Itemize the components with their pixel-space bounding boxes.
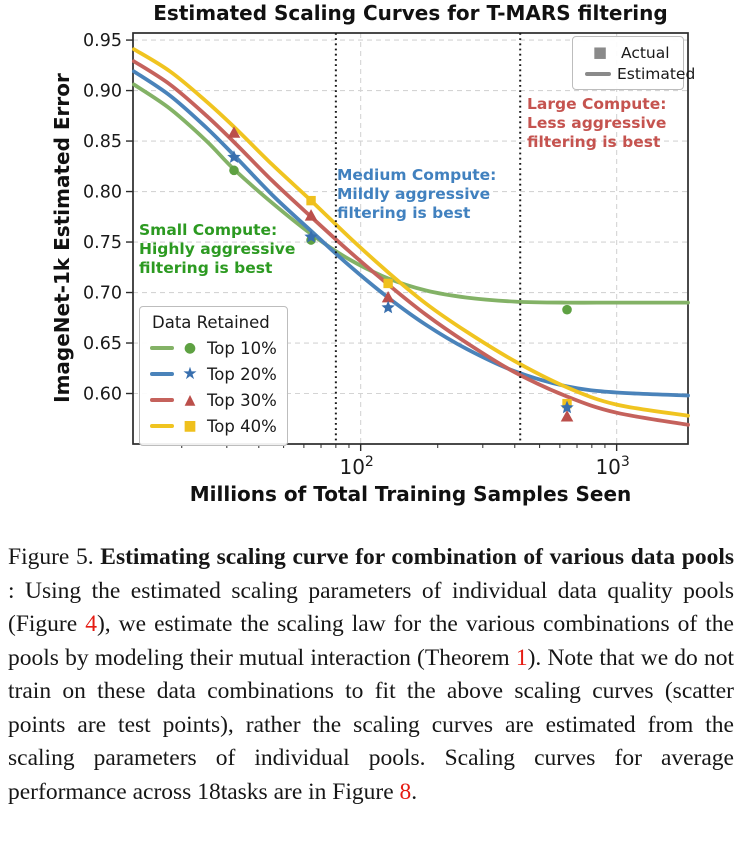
- x-tick-label: 103: [595, 454, 629, 479]
- scaling-chart: Estimated Scaling Curves for T-MARS filt…: [50, 1, 695, 506]
- caption-run-ref[interactable]: 4: [85, 611, 97, 637]
- curve-top-40: [132, 47, 690, 418]
- curve-top-30: [132, 59, 690, 427]
- annotation-large-compute: Large Compute: Less aggressive filtering…: [527, 95, 667, 151]
- plot-svg: 0.95 0.90 0.85 0.80 0.75 0.70 0.65 0.60 102 103: [83, 31, 690, 479]
- top-40-square-icon: ■: [183, 418, 197, 434]
- top-30-triangle-icon: ▲: [184, 392, 196, 408]
- caption-run-normal: ). Note that we do not train on these da…: [8, 644, 734, 805]
- legend-data-retained: Data Retained ● Top 10% ★ Top 20% ▲ Top …: [139, 306, 288, 446]
- caption-run-normal: .: [411, 778, 418, 805]
- y-tick-label: 0.75: [83, 233, 122, 253]
- y-tick-label: 0.60: [83, 385, 122, 405]
- x-axis-label: Millions of Total Training Samples Seen: [189, 482, 632, 506]
- legend-row-top-40: ■ Top 40%: [150, 413, 277, 439]
- y-tick-label: 0.85: [83, 132, 122, 152]
- legend-label-actual: Actual: [621, 43, 670, 62]
- annotation-small-compute: Small Compute: Highly aggressive filteri…: [139, 221, 296, 277]
- legend-title: Data Retained: [152, 313, 270, 332]
- point-top-10: [229, 165, 239, 176]
- y-tick-label: 0.70: [83, 284, 122, 304]
- legend-row-actual: ■ Actual: [585, 42, 673, 63]
- figure-caption: Figure 5. Estimating scaling curve for c…: [8, 541, 734, 809]
- y-tick-label: 0.80: [83, 183, 122, 203]
- point-top-10: [562, 304, 572, 315]
- caption-run-normal: Figure 5.: [8, 544, 101, 570]
- y-tick-label: 0.65: [83, 334, 122, 354]
- point-top-20: [227, 150, 241, 163]
- legend-row-top-30: ▲ Top 30%: [150, 387, 277, 413]
- top-20-line-icon: [150, 372, 174, 376]
- point-top-40: [383, 278, 393, 289]
- caption-run-normal: ), we estimate the scaling law for the v…: [8, 611, 734, 671]
- point-top-20: [560, 400, 574, 414]
- actual-square-icon: ■: [592, 43, 608, 61]
- top-30-line-icon: [150, 398, 174, 402]
- legend-row-top-10: ● Top 10%: [150, 335, 277, 361]
- top-10-circle-icon: ●: [183, 340, 197, 356]
- caption-run-ref[interactable]: 8: [399, 778, 412, 805]
- point-top-30: [227, 126, 241, 138]
- legend-label-top-40: Top 40%: [207, 416, 277, 436]
- y-tick-label: 0.95: [83, 31, 122, 51]
- chart-title: Estimated Scaling Curves for T-MARS filt…: [153, 1, 668, 25]
- top-20-star-icon: ★: [182, 363, 198, 384]
- legend-label-estimated: Estimated: [617, 64, 696, 83]
- annotation-medium-compute: Medium Compute: Mildly aggressive filter…: [337, 166, 497, 222]
- legend-row-top-20: ★ Top 20%: [150, 361, 277, 387]
- point-top-40: [306, 195, 316, 206]
- point-top-30: [304, 209, 318, 221]
- point-top-30: [560, 410, 574, 422]
- legend-actual-estimated: ■ Actual Estimated: [572, 36, 695, 90]
- legend-row-estimated: Estimated: [585, 63, 695, 84]
- point-top-20: [381, 300, 395, 314]
- plot-border: [132, 32, 689, 445]
- top-10-line-icon: [150, 346, 174, 350]
- caption-run-bold: Estimating scaling curve for combination…: [100, 544, 735, 570]
- top-40-line-icon: [150, 424, 174, 428]
- point-top-30: [381, 290, 395, 303]
- caption-run-ref[interactable]: 1: [515, 644, 528, 671]
- estimated-line-icon: [585, 71, 611, 76]
- legend-label-top-30: Top 30%: [207, 390, 277, 410]
- y-tick-label: 0.90: [83, 82, 122, 102]
- point-top-20: [304, 230, 318, 243]
- caption-run-normal: : Using the estimated scaling parameters…: [8, 577, 734, 638]
- legend-label-top-10: Top 10%: [207, 338, 277, 358]
- y-axis-label: ImageNet-1k Estimated Error: [50, 73, 74, 403]
- x-tick-label: 102: [339, 454, 373, 479]
- legend-label-top-20: Top 20%: [207, 364, 277, 384]
